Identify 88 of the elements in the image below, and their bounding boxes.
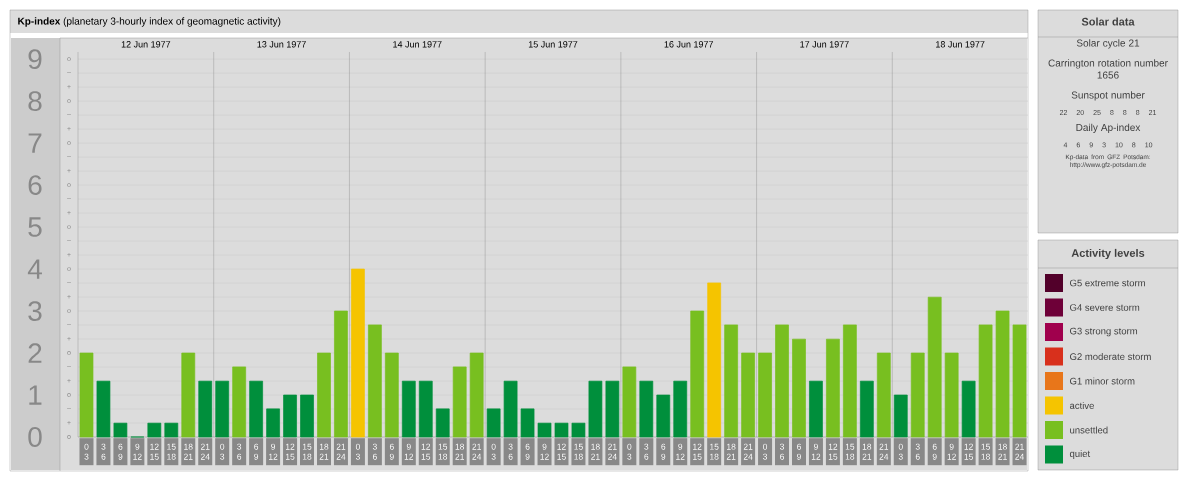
x-tick-label: 0 3	[84, 443, 89, 460]
x-tick-label: 9 12	[811, 443, 821, 460]
legend-label: quiet	[1069, 450, 1091, 459]
text: Solar data	[1081, 17, 1135, 26]
y-tick-label: 6	[28, 175, 42, 195]
text: 12 Jun 1977	[121, 41, 171, 48]
legend-title: Activity levels	[1071, 248, 1145, 260]
x-tick-label: 3 6	[644, 443, 649, 460]
x-tick-label: 21 24	[472, 443, 482, 460]
x-tick-label: 15 18	[981, 443, 990, 460]
x-tick-label: 21 24	[743, 443, 753, 460]
x-tick-label: 6 9	[661, 443, 666, 460]
x-tick-label: 3 6	[372, 443, 377, 460]
x-tick-label: 0 3	[355, 443, 360, 460]
x-tick-label: 12 15	[828, 443, 838, 460]
x-tick-label: 12 15	[285, 443, 295, 460]
legend-label: active	[1069, 402, 1094, 409]
x-tick-label: 18 21	[862, 443, 872, 460]
x-tick-label: 21 24	[200, 443, 210, 460]
y-tick-label: 3	[28, 301, 42, 321]
x-tick-label: 18 21	[183, 443, 193, 460]
x-tick-label: 12 15	[693, 443, 702, 460]
x-tick-label: 12 15	[964, 443, 974, 460]
legend-label: G1 minor storm	[1070, 377, 1135, 385]
x-tick-label: 9 12	[269, 443, 278, 460]
text: Carrington rotation number 1656	[1048, 59, 1168, 79]
text: 14 Jun 1977	[393, 41, 442, 48]
text: 13 Jun 1977	[257, 41, 306, 48]
x-tick-label: 15 18	[710, 443, 719, 460]
y-tick-label: 5	[28, 217, 42, 237]
text: Solar cycle 21	[1076, 39, 1140, 49]
legend-label: unsettled	[1070, 426, 1108, 434]
x-tick-label: 12 15	[557, 443, 566, 460]
y-tick-label: 1	[29, 385, 42, 405]
x-tick-label: 3 6	[237, 443, 242, 460]
x-tick-label: 21 24	[336, 443, 346, 460]
x-tick-label: 18 21	[998, 443, 1007, 460]
x-tick-label: 9 12	[133, 443, 142, 460]
x-tick-label: 0 3	[627, 443, 632, 460]
legend-label: G2 moderate storm	[1070, 353, 1151, 360]
legend-label: G5 extreme storm	[1070, 279, 1145, 287]
x-tick-label: 3 6	[915, 443, 920, 460]
x-tick-label: 9 12	[947, 443, 956, 460]
x-tick-label: 6 9	[932, 443, 937, 460]
x-tick-label: 9 12	[540, 443, 549, 460]
x-tick-label: 3 6	[101, 443, 106, 460]
x-tick-label: 15 18	[302, 443, 312, 460]
x-tick-label: 18 21	[591, 443, 600, 460]
x-tick-label: 9 12	[676, 443, 685, 460]
x-tick-label: 6 9	[525, 443, 530, 460]
x-tick-label: 6 9	[389, 443, 394, 460]
legend-label: G3 strong storm	[1070, 327, 1138, 337]
x-tick-label: 0 3	[763, 443, 768, 460]
y-tick-label: 4	[27, 259, 42, 279]
text: Daily Ap-index	[1076, 123, 1141, 133]
y-tick-label: 7	[28, 133, 42, 153]
x-tick-label: 3 6	[508, 443, 513, 460]
x-tick-label: 12 15	[421, 443, 431, 460]
x-tick-label: 9 12	[404, 443, 414, 460]
x-tick-label: 21 24	[1015, 443, 1025, 460]
x-tick-label: 12 15	[150, 443, 159, 460]
legend-label: G4 severe storm	[1070, 304, 1140, 311]
chart-title: Kp-index (planetary 3-hourly index of geomagnetic activity)	[18, 17, 281, 27]
text: 18 Jun 1977	[936, 41, 985, 48]
x-tick-label: 15 18	[845, 443, 855, 460]
x-tick-label: 0 3	[491, 443, 496, 460]
x-tick-label: 0 3	[220, 443, 225, 460]
text: 17 Jun 1977	[800, 41, 849, 48]
x-tick-label: 6 9	[254, 443, 259, 460]
text: 15 Jun 1977	[528, 41, 578, 48]
text: 16 Jun 1977	[664, 41, 714, 48]
x-tick-label: 0 3	[898, 443, 903, 460]
y-tick-label: 2	[28, 343, 42, 363]
y-tick-label: 0	[28, 427, 42, 447]
y-tick-label: 8	[28, 91, 42, 112]
x-tick-label: 15 18	[574, 443, 583, 460]
x-tick-label: 21 24	[608, 443, 617, 460]
x-tick-label: 6 9	[118, 443, 123, 460]
x-tick-label: 18 21	[726, 443, 736, 460]
x-tick-label: 15 18	[438, 443, 448, 460]
x-tick-label: 3 6	[779, 443, 785, 460]
x-tick-label: 15 18	[167, 443, 176, 460]
text: Sunspot number	[1071, 91, 1145, 101]
y-tick-label: 9	[28, 49, 42, 70]
x-tick-label: 21 24	[879, 443, 889, 460]
x-tick-label: 18 21	[455, 443, 465, 460]
x-tick-label: 18 21	[319, 443, 329, 460]
x-tick-label: 6 9	[797, 443, 801, 460]
